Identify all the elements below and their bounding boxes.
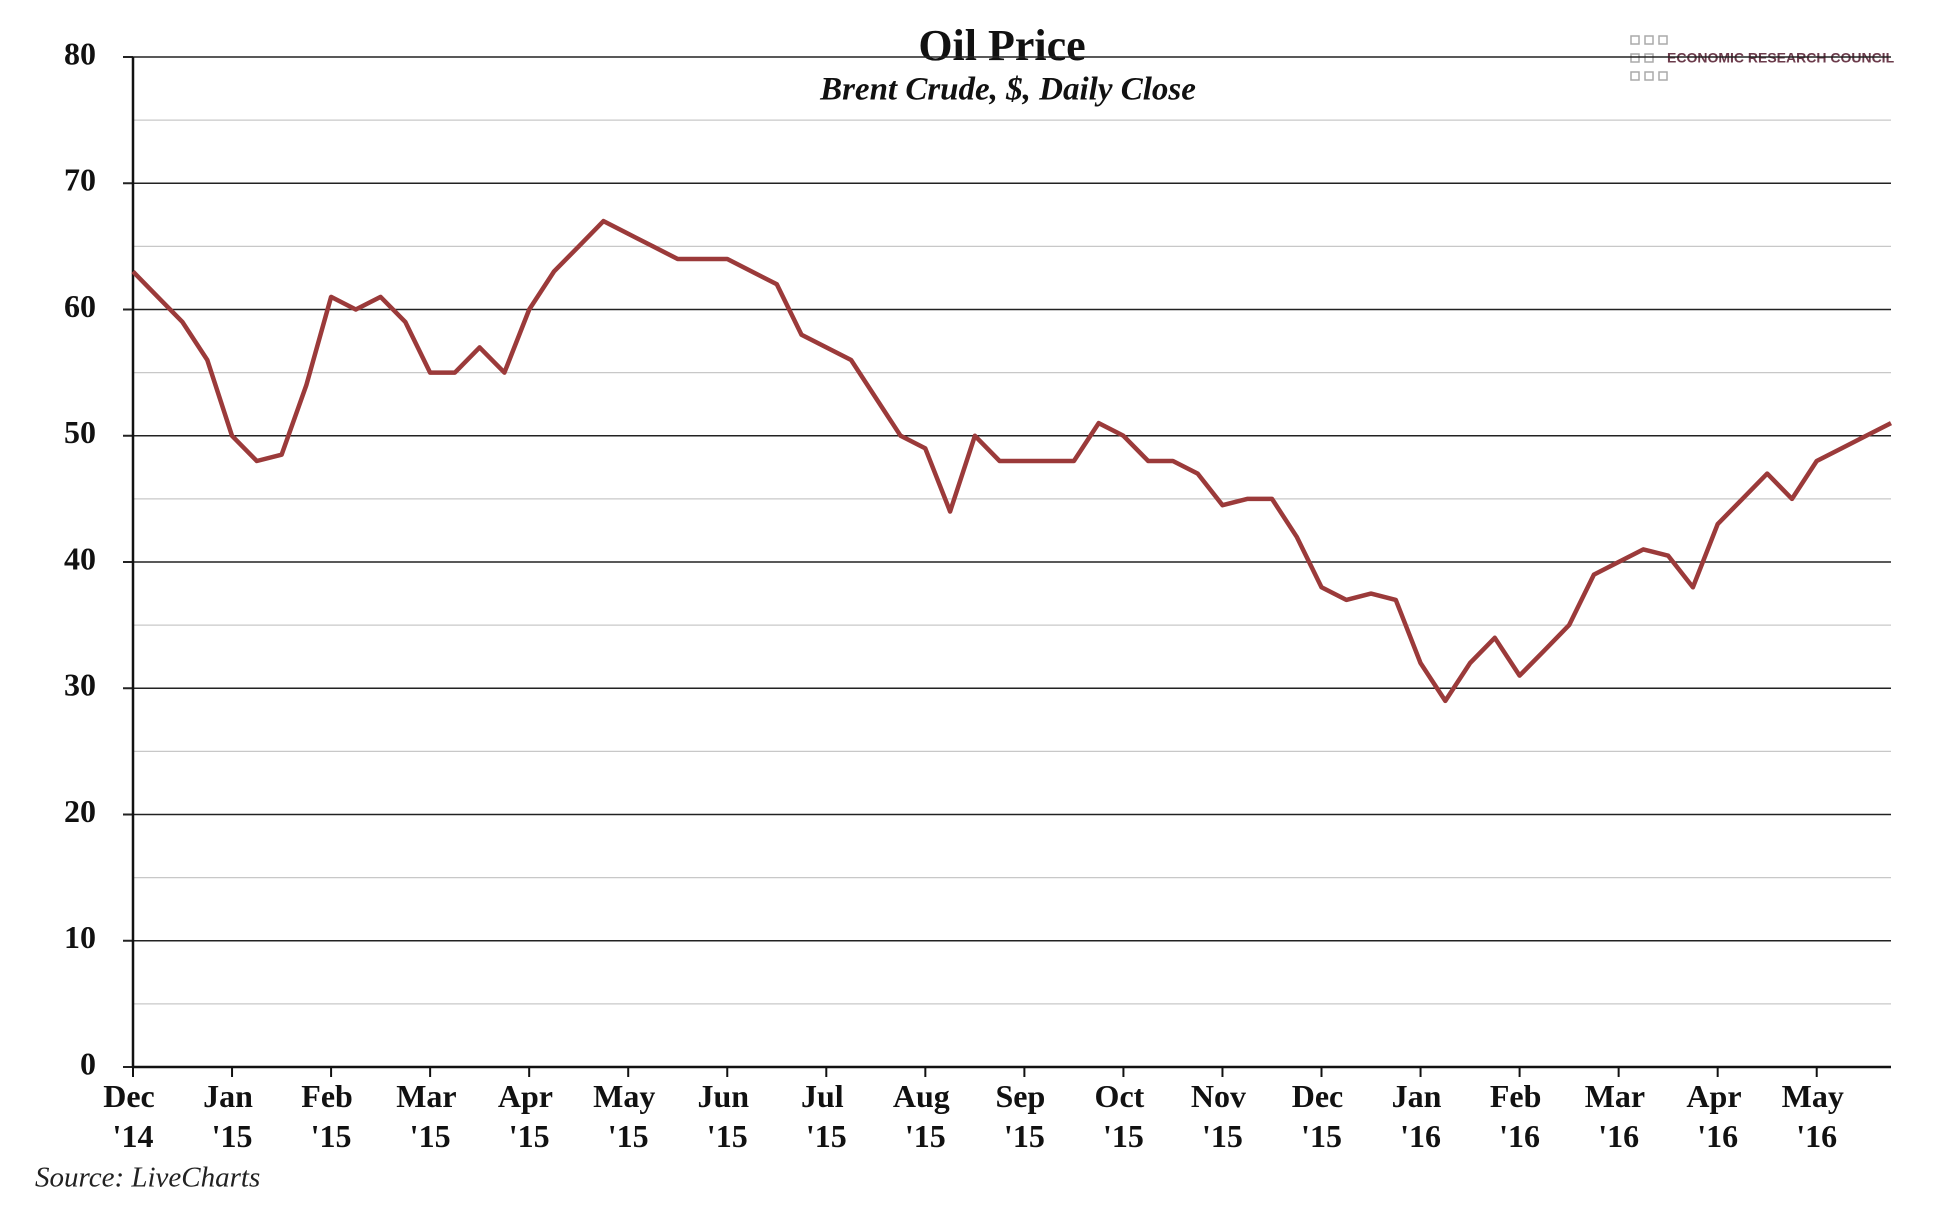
y-tick-label: 50	[64, 414, 96, 450]
x-tick-label: May '15	[593, 1078, 663, 1154]
x-tick-label: Jun '15	[697, 1078, 757, 1154]
x-tick-label: Aug '15	[893, 1078, 958, 1154]
y-tick-label: 20	[64, 793, 96, 829]
x-tick-label: Apr '16	[1686, 1078, 1749, 1154]
source-note: Source: LiveCharts	[35, 1162, 260, 1194]
y-tick-label: 30	[64, 667, 96, 703]
y-tick-label: 10	[64, 919, 96, 955]
x-tick-label: Jan '16	[1392, 1078, 1450, 1154]
y-tick-label: 60	[64, 288, 96, 324]
chart-subtitle: Brent Crude, $, Daily Close	[819, 72, 1196, 108]
series-line	[131, 218, 1893, 704]
x-tick-label: Jul '15	[801, 1078, 852, 1154]
x-tick-label: Mar '15	[396, 1078, 464, 1154]
x-tick-label: Nov '15	[1191, 1078, 1254, 1154]
x-tick-label: Oct '15	[1095, 1078, 1153, 1154]
x-tick-label: Jan '15	[203, 1078, 261, 1154]
x-tick-label: Mar '16	[1585, 1078, 1653, 1154]
x-tick-label: Feb '15	[301, 1078, 361, 1154]
x-tick-label: Feb '16	[1490, 1078, 1550, 1154]
x-tick-label: Dec '15	[1292, 1078, 1352, 1154]
x-tick-label: Sep '15	[995, 1078, 1053, 1154]
x-tick-label: Dec '14	[103, 1078, 163, 1154]
chart-title: Oil Price	[918, 21, 1085, 70]
y-tick-label: 70	[64, 162, 96, 198]
logo-icon	[1630, 35, 1668, 81]
y-tick-label: 80	[64, 35, 96, 71]
x-tick-label: Apr '15	[498, 1078, 561, 1154]
y-tick-label: 0	[80, 1045, 96, 1081]
y-tick-label: 40	[64, 540, 96, 576]
x-tick-label: May '16	[1782, 1078, 1852, 1154]
